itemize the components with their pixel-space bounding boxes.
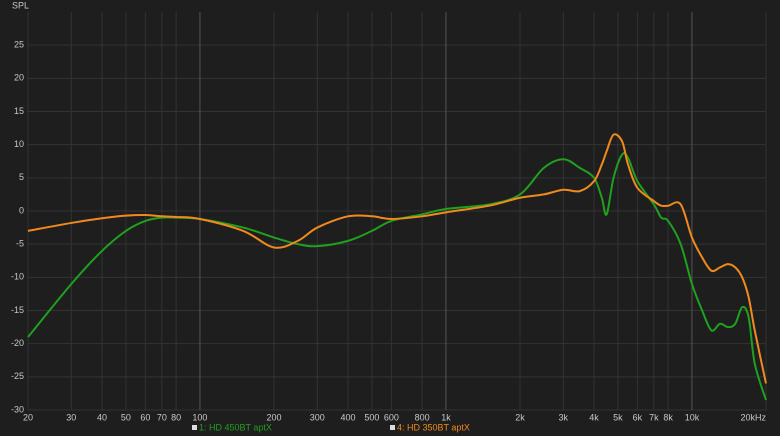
y-tick-label: 0 (19, 205, 24, 215)
x-tick-label: 8k (663, 412, 673, 422)
legend-checkbox (390, 425, 395, 430)
x-tick-label: 70 (157, 412, 167, 422)
y-tick-label: -25 (11, 371, 24, 381)
x-tick-label: 4k (589, 412, 599, 422)
y-tick-label: 10 (14, 139, 24, 149)
x-tick-label: 30 (66, 412, 76, 422)
legend-entry: 4: HD 350BT aptX (397, 422, 470, 432)
x-tick-label: 7k (649, 412, 659, 422)
y-tick-label: 15 (14, 106, 24, 116)
y-tick-label: 25 (14, 40, 24, 50)
x-tick-label: 3k (559, 412, 569, 422)
x-tick-label: 1k (441, 412, 451, 422)
x-tick-label: 10k (685, 412, 700, 422)
x-tick-label: 50 (121, 412, 131, 422)
y-tick-label: -10 (11, 272, 24, 282)
x-tick-label: 6k (633, 412, 643, 422)
x-tick-label: 200 (266, 412, 281, 422)
x-tick-label: 100 (192, 412, 207, 422)
y-axis-label: SPL (12, 0, 29, 10)
y-tick-label: -20 (11, 338, 24, 348)
x-tick-label: 600 (384, 412, 399, 422)
y-tick-label: 5 (19, 172, 24, 182)
x-tick-label: 2k (515, 412, 525, 422)
response-curve (27, 133, 767, 384)
x-tick-label: 500 (364, 412, 379, 422)
x-tick-label: 40 (97, 412, 107, 422)
x-tick-label: 20 (23, 412, 33, 422)
x-tick-label: 800 (415, 412, 430, 422)
y-tick-label: 20 (14, 73, 24, 83)
legend-checkbox (192, 425, 197, 430)
x-tick-label: 400 (341, 412, 356, 422)
x-tick-label: 5k (613, 412, 623, 422)
y-tick-label: -30 (11, 404, 24, 414)
y-tick-label: -15 (11, 305, 24, 315)
legend-entry: 1: HD 450BT aptX (199, 422, 272, 432)
y-tick-label: -5 (16, 239, 24, 249)
x-tick-label: 300 (310, 412, 325, 422)
x-tick-label: 80 (171, 412, 181, 422)
x-tick-label: 20kHz (740, 412, 766, 422)
x-tick-label: 60 (140, 412, 150, 422)
